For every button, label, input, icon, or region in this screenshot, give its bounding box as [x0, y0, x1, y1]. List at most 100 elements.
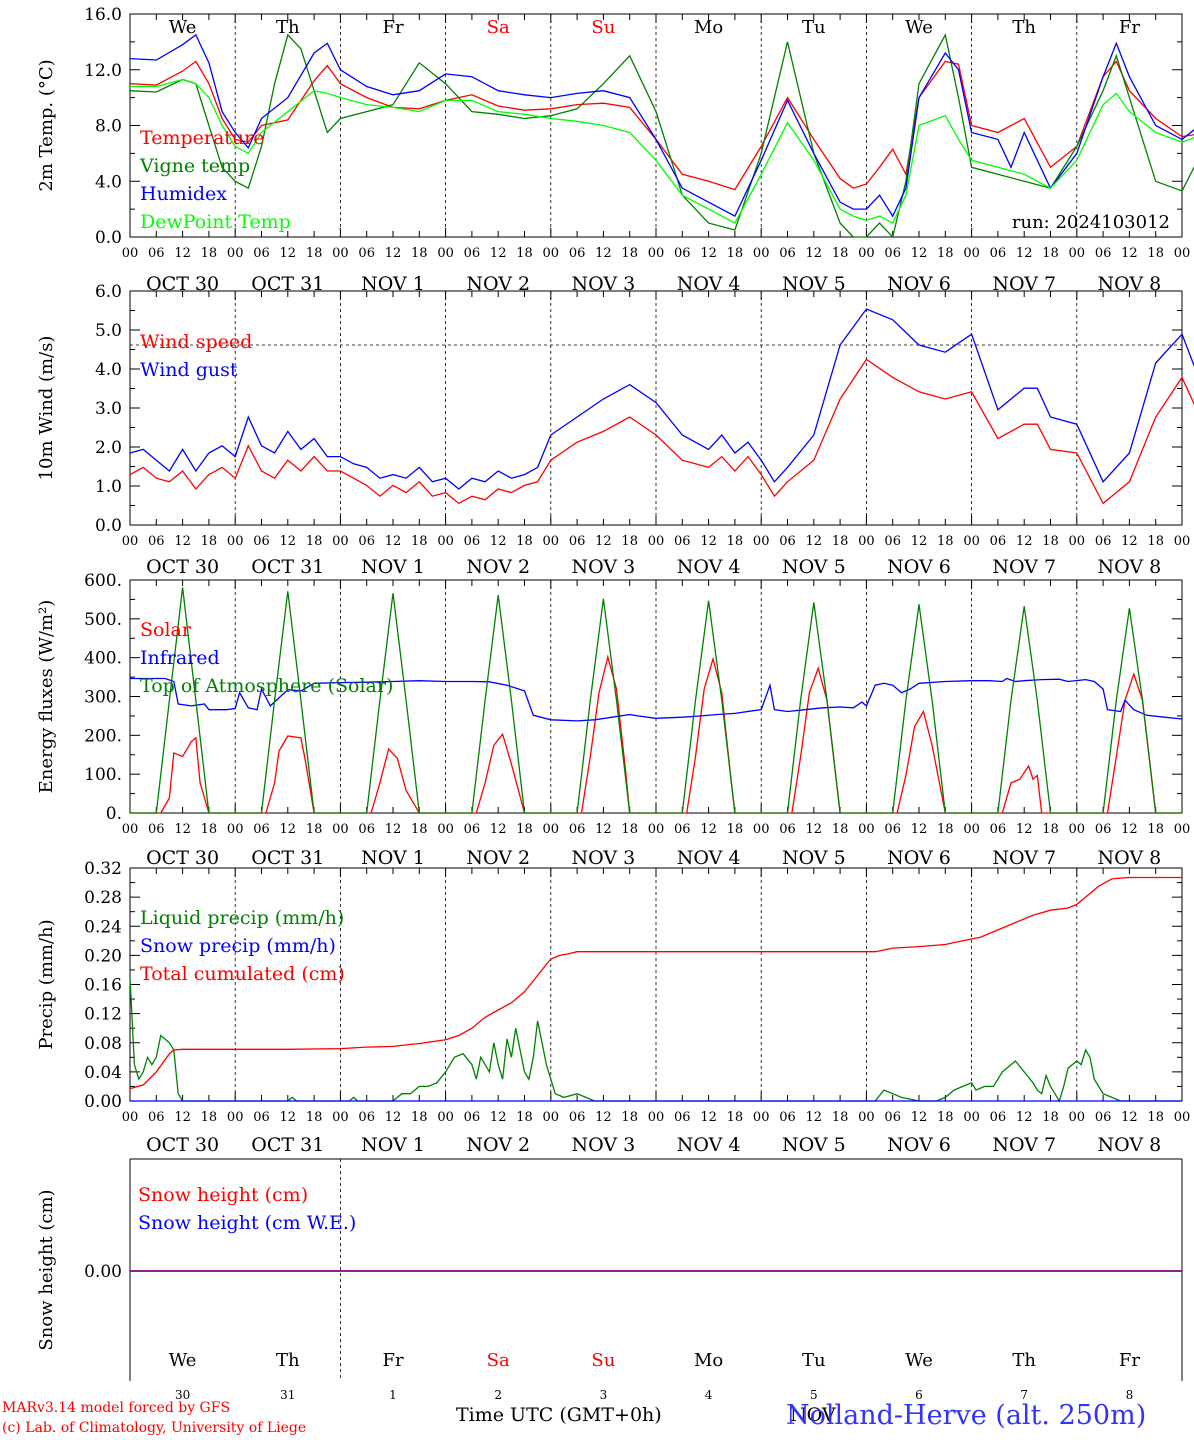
legend-entry: Snow height (cm)	[138, 1184, 308, 1206]
x-hour-label: 12	[700, 822, 717, 837]
x-hour-label: 06	[990, 246, 1007, 261]
x-date-label: NOV 7	[992, 556, 1056, 578]
y-tick-label: 400.	[84, 649, 122, 669]
y-tick-label: 6.0	[95, 282, 122, 302]
day-name-bottom: Fr	[1119, 1350, 1140, 1371]
x-date-label: OCT 31	[251, 1134, 324, 1156]
x-date-label: NOV 3	[572, 1134, 636, 1156]
series-line	[129, 308, 1194, 490]
legend-entry: Wind gust	[140, 359, 238, 381]
x-hour-label: 00	[543, 534, 560, 549]
x-hour-label: 06	[779, 246, 796, 261]
x-date-label: NOV 1	[361, 273, 425, 295]
x-hour-label: 18	[411, 246, 428, 261]
x-hour-label: 06	[779, 822, 796, 837]
series-line	[130, 78, 1194, 224]
x-hour-label: 00	[1069, 822, 1086, 837]
x-hour-label: 18	[937, 246, 954, 261]
day-name-bottom: Su	[591, 1350, 615, 1371]
x-hour-label: 06	[464, 534, 481, 549]
x-hour-label: 18	[621, 246, 638, 261]
x-date-label: NOV 6	[887, 556, 951, 578]
x-hour-label: 12	[911, 822, 928, 837]
day-name-bottom: We	[169, 1350, 197, 1371]
day-number: 5	[810, 1388, 818, 1402]
x-hour-label: 18	[937, 822, 954, 837]
x-hour-label: 18	[621, 1110, 638, 1125]
x-hour-label: 18	[832, 246, 849, 261]
x-hour-label: 06	[674, 246, 691, 261]
x-hour-label: 06	[569, 534, 586, 549]
x-hour-label: 00	[227, 822, 244, 837]
x-hour-label: 18	[516, 246, 533, 261]
x-hour-label: 00	[227, 1110, 244, 1125]
x-hour-label: 18	[1042, 534, 1059, 549]
x-hour-label: 06	[779, 1110, 796, 1125]
x-hour-label: 06	[358, 534, 375, 549]
day-name-top: Fr	[382, 17, 403, 38]
x-date-label: NOV 4	[677, 273, 741, 295]
day-name-bottom: Mo	[694, 1350, 723, 1371]
day-name-bottom: Tu	[802, 1350, 826, 1371]
x-hour-label: 12	[385, 246, 402, 261]
x-date-label: NOV 1	[361, 556, 425, 578]
y-axis-label: Energy fluxes (W/m²)	[36, 600, 57, 794]
x-hour-label: 00	[858, 246, 875, 261]
day-number: 4	[705, 1388, 713, 1402]
x-hour-label: 18	[411, 822, 428, 837]
x-hour-label: 00	[332, 1110, 349, 1125]
legend-entry: Infrared	[140, 647, 220, 669]
x-hour-label: 06	[990, 534, 1007, 549]
x-hour-label: 06	[253, 246, 270, 261]
x-hour-label: 12	[806, 822, 823, 837]
x-date-label: OCT 31	[251, 273, 324, 295]
y-tick-label: 200.	[84, 726, 122, 746]
x-date-label: NOV 2	[466, 847, 530, 869]
legend-entry: Humidex	[140, 183, 227, 205]
x-hour-label: 18	[516, 534, 533, 549]
legend-entry: Wind speed	[140, 331, 252, 353]
x-hour-label: 06	[148, 246, 165, 261]
x-hour-label: 00	[122, 1110, 139, 1125]
y-tick-label: 500.	[84, 610, 122, 630]
y-axis-label: 2m Temp. (°C)	[36, 59, 57, 191]
x-hour-label: 18	[727, 1110, 744, 1125]
y-tick-label: 0.20	[84, 946, 122, 966]
day-number: 2	[494, 1388, 502, 1402]
day-name-bottom: Th	[276, 1350, 300, 1371]
station-title: Nolland-Herve (alt. 250m)	[786, 1400, 1147, 1431]
x-hour-label: 00	[332, 534, 349, 549]
x-date-label: NOV 7	[992, 847, 1056, 869]
x-hour-label: 06	[674, 534, 691, 549]
x-hour-label: 12	[385, 822, 402, 837]
day-name-top: Sa	[487, 17, 510, 38]
day-number: 3	[600, 1388, 608, 1402]
legend-entry: DewPoint Temp	[140, 211, 291, 233]
x-date-label: OCT 31	[251, 556, 324, 578]
y-tick-label: 0.28	[84, 888, 122, 908]
x-hour-label: 06	[569, 1110, 586, 1125]
x-hour-label: 00	[648, 822, 665, 837]
x-hour-label: 00	[437, 246, 454, 261]
x-hour-label: 06	[358, 246, 375, 261]
x-hour-label: 18	[832, 534, 849, 549]
day-number: 6	[915, 1388, 923, 1402]
y-tick-label: 2.0	[95, 438, 122, 458]
series-line	[129, 60, 1194, 191]
y-tick-label: 0.08	[84, 1034, 122, 1054]
panel-1: 0.0 4.0 8.0 12.0 16.0 2m Temp. (°C) 00 06 12 18 OC…	[36, 5, 1194, 295]
x-hour-label: 18	[411, 1110, 428, 1125]
x-hour-label: 18	[201, 246, 218, 261]
legend-entry: Vigne temp	[139, 155, 250, 177]
day-number: 30	[175, 1388, 190, 1402]
x-hour-label: 00	[753, 1110, 770, 1125]
x-date-label: OCT 31	[251, 847, 324, 869]
x-hour-label: 18	[306, 534, 323, 549]
day-name-top: Th	[276, 17, 300, 38]
x-hour-label: 00	[1069, 246, 1086, 261]
x-hour-label: 00	[648, 246, 665, 261]
x-hour-label: 06	[358, 1110, 375, 1125]
x-date-label: NOV 5	[782, 1134, 846, 1156]
y-tick-label: 4.0	[95, 172, 122, 192]
x-date-label: OCT 30	[146, 1134, 219, 1156]
